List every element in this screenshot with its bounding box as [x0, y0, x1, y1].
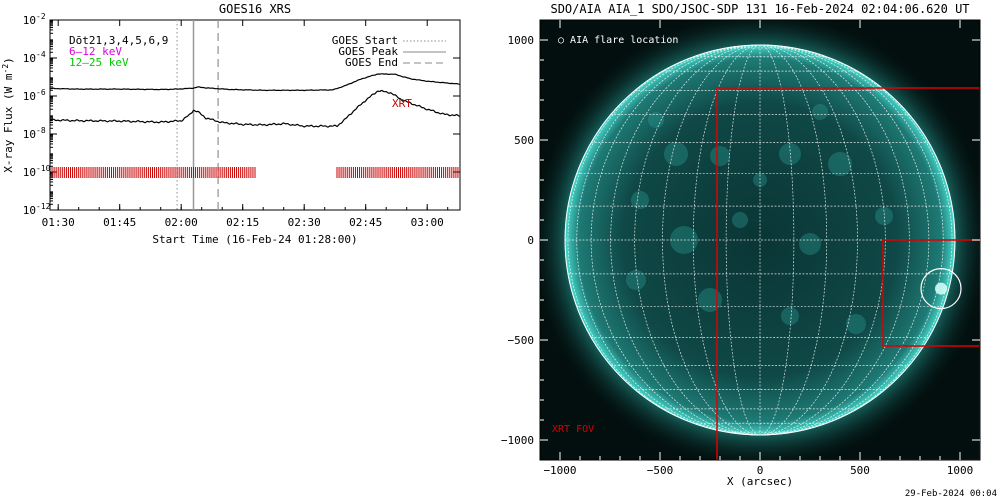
goes-y-tick-exponent: -6 [36, 88, 46, 97]
longitude-line [634, 44, 761, 436]
active-region [781, 307, 799, 325]
flare-legend-label: ○ AIA flare location [558, 35, 678, 46]
goes-y-tick-exponent: -10 [36, 164, 51, 173]
aia-y-tick-label: 500 [514, 134, 534, 147]
goes-ticks [50, 19, 460, 211]
aia-panel: SDO/AIA AIA_1 SDO/JSOC-SDP 131 16-Feb-20… [501, 2, 981, 488]
xrt-coverage-bars [51, 167, 459, 178]
solar-active-regions [626, 104, 947, 334]
goes-y-tick-label: 10 [23, 166, 36, 179]
xrt-label: XRT [392, 97, 412, 110]
legend-goes-peak: GOES Peak [338, 45, 398, 58]
aia-x-tick-label: 0 [757, 464, 764, 477]
active-region [626, 270, 646, 290]
goes-y-axis-label: X-ray Flux (W m-2) [1, 57, 15, 173]
goes-x-tick-label: 02:45 [349, 216, 382, 229]
aia-x-tick-labels: −1000 −500 0 500 1000 [543, 464, 973, 477]
active-region [846, 314, 866, 334]
aia-y-tick-label: 0 [527, 234, 534, 247]
goes-chart-title: GOES16 XRS [219, 2, 291, 16]
goes-series-line [49, 89, 461, 128]
goes-y-tick-exponent: -8 [36, 126, 46, 135]
active-region [799, 233, 821, 255]
longitude-line [759, 44, 910, 436]
goes-y-tick-label: 10 [23, 90, 36, 103]
aia-x-tick-label: 500 [850, 464, 870, 477]
goes-y-tick-exponent: -4 [36, 50, 46, 59]
goes-series-line [49, 73, 460, 92]
goes-plot-frame [49, 19, 461, 211]
aia-image: ○ AIA flare location XRT FOV [540, 20, 980, 460]
goes-y-tick-exponent: -12 [36, 202, 51, 211]
active-region [710, 146, 730, 166]
goes-x-tick-label: 02:15 [226, 216, 259, 229]
active-region [648, 112, 664, 128]
footer-timestamp: 29-Feb-2024 00:04 [905, 489, 997, 499]
goes-x-tick-label: 02:30 [288, 216, 321, 229]
active-region [812, 104, 828, 120]
active-region [732, 212, 748, 228]
goes-y-tick-exponent: -2 [36, 12, 46, 21]
goes-y-axis-label-exponent: -2 [1, 64, 10, 74]
active-region [828, 152, 852, 176]
longitude-line [759, 44, 953, 436]
aia-ticks [540, 20, 980, 460]
longitude-line [610, 44, 761, 436]
goes-x-tick-label: 03:00 [411, 216, 444, 229]
aia-chart-title: SDO/AIA AIA_1 SDO/JSOC-SDP 131 16-Feb-20… [550, 2, 969, 16]
longitude-line [759, 44, 795, 436]
legend-goes-end: GOES End [345, 56, 398, 69]
longitude-line [662, 44, 761, 436]
goes-series-group [49, 73, 461, 128]
aia-y-tick-label: −1000 [501, 434, 534, 447]
longitude-line [759, 44, 828, 436]
legend-series-2: 12–25 keV [69, 56, 129, 69]
goes-y-axis-label-close: ) [2, 57, 15, 64]
active-region [875, 207, 893, 225]
goes-y-tick-label: 10 [23, 128, 36, 141]
goes-x-tick-label: 01:45 [103, 216, 136, 229]
active-region [779, 143, 801, 165]
goes-xrs-panel: GOES16 XRS 01:30 01:45 02:00 02:15 02:30 02:4… [1, 2, 461, 246]
goes-y-tick-label: 10 [23, 204, 36, 217]
longitude-line [725, 44, 761, 436]
longitude-line [759, 44, 886, 436]
aia-y-tick-label: 1000 [508, 34, 535, 47]
goes-y-tick-label: 10 [23, 14, 36, 27]
active-region [698, 288, 722, 312]
goes-y-tick-label: 10 [23, 52, 36, 65]
active-region [664, 142, 688, 166]
longitude-line [576, 44, 761, 436]
xrt-fov-label: XRT FOV [552, 424, 594, 435]
detector-label: Dōt21,3,4,5,6,9 [69, 34, 168, 47]
aia-x-tick-label: 1000 [947, 464, 974, 477]
legend-goes-start: GOES Start [332, 34, 398, 47]
aia-x-tick-label: −1000 [543, 464, 576, 477]
legend-series-1: 6–12 keV [69, 45, 122, 58]
longitude-line [759, 44, 858, 436]
xrt-subfield-rect [882, 239, 980, 347]
aia-y-tick-label: −500 [508, 334, 535, 347]
goes-event-lines [176, 20, 219, 210]
goes-x-tick-label: 02:00 [165, 216, 198, 229]
longitude-line [759, 44, 944, 436]
aia-x-axis-label: X (arcsec) [727, 475, 793, 488]
aia-y-tick-labels: 1000 500 0 −500 −1000 [501, 34, 534, 447]
goes-x-tick-labels: 01:30 01:45 02:00 02:15 02:30 02:45 03:00 [42, 216, 444, 229]
longitude-line [692, 44, 761, 436]
longitude-line [567, 44, 761, 436]
xrt-fov-group [716, 87, 980, 460]
xrt-fov-rect [716, 87, 980, 460]
active-region [631, 191, 649, 209]
goes-x-axis-label: Start Time (16-Feb-24 01:28:00) [152, 233, 357, 246]
goes-x-tick-label: 01:30 [42, 216, 75, 229]
goes-y-axis-label-main: X-ray Flux (W m [2, 73, 15, 173]
flare-location-circle [920, 268, 962, 310]
aia-x-tick-label: −500 [647, 464, 674, 477]
